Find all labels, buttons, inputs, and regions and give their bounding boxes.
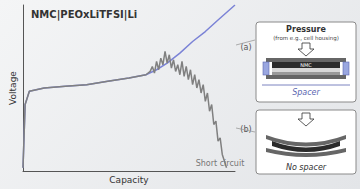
svg-text:Short circuit: Short circuit (196, 159, 245, 168)
svg-text:Pressure: Pressure (286, 25, 326, 34)
svg-text:(b): (b) (240, 125, 251, 134)
svg-text:Spacer: Spacer (292, 88, 320, 97)
svg-text:NMC: NMC (300, 62, 312, 68)
svg-text:NMC|PEOxLiTFSI|Li: NMC|PEOxLiTFSI|Li (31, 9, 137, 21)
svg-text:No spacer: No spacer (286, 163, 327, 172)
svg-text:Voltage: Voltage (8, 71, 18, 105)
svg-text:Capacity: Capacity (109, 175, 149, 185)
svg-text:(a): (a) (240, 43, 251, 52)
svg-text:(from e.g., cell housing): (from e.g., cell housing) (273, 35, 339, 42)
